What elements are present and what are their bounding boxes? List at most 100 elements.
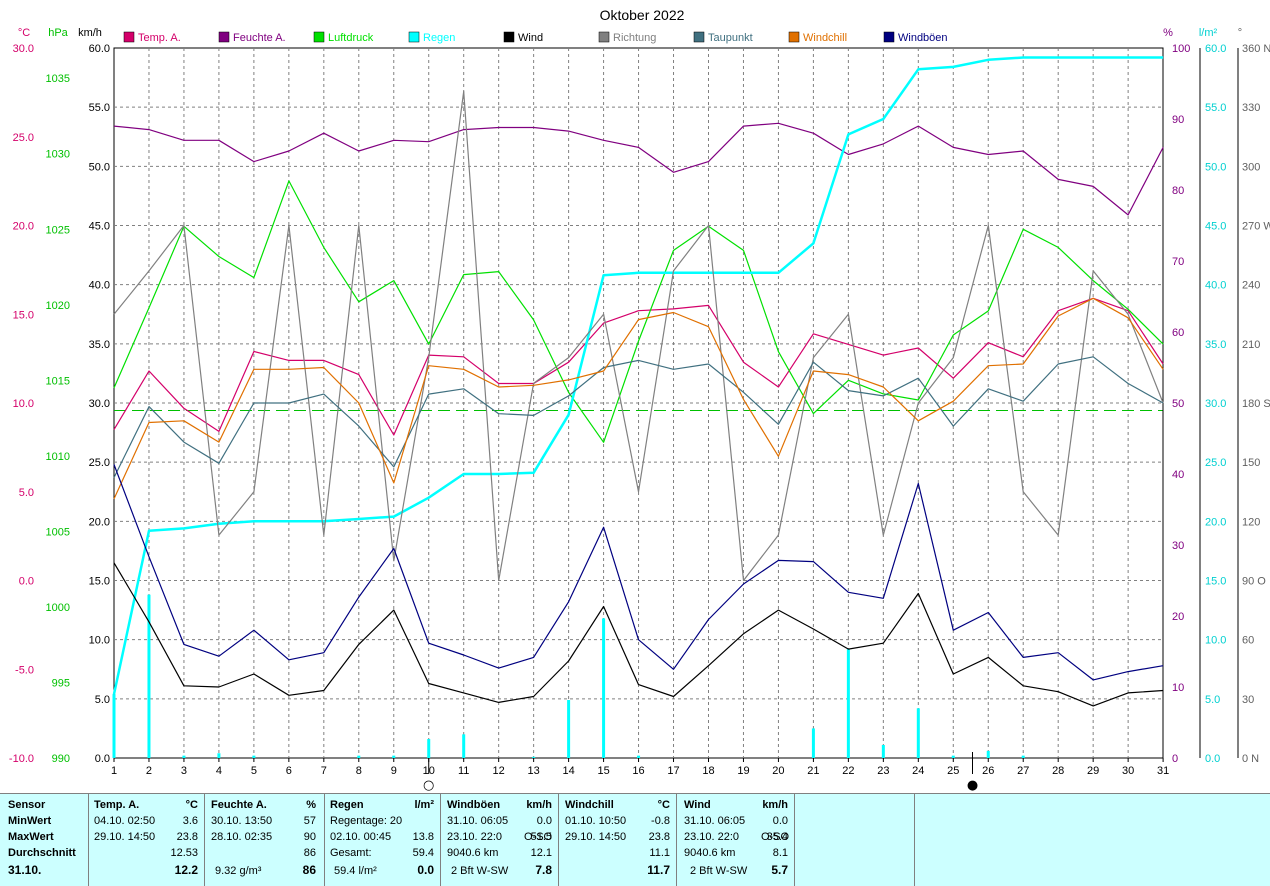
stats-gust-unit: km/h	[526, 799, 552, 811]
stats-panel: Sensor MinWert MaxWert Durchschnitt 31.1…	[0, 793, 1270, 886]
tick-label-rain: 20.0	[1205, 516, 1226, 528]
stats-avg-label: Durchschnitt	[8, 847, 76, 859]
tick-label-pct: 0	[1172, 753, 1178, 765]
stats-temp-unit: °C	[185, 799, 198, 811]
tick-label-hpa: 1015	[46, 375, 70, 387]
stats-sensor-header: Sensor	[8, 799, 46, 811]
stats-temp-today: 12.2	[174, 863, 198, 877]
rain-bar	[392, 755, 396, 758]
stats-wind-bft: 2 Bft W-SW	[690, 865, 748, 877]
legend-label: Richtung	[613, 32, 656, 44]
x-tick-label: 28	[1052, 765, 1064, 777]
stats-hum-avg: 86	[303, 847, 316, 859]
x-tick-label: 8	[356, 765, 362, 777]
chart-legend: Temp. A. Feuchte A. Luftdruck Regen Wind Rich…	[123, 31, 948, 44]
stats-gust-header: Windböen	[447, 799, 501, 811]
stats-chill-max-dt: 29.10. 14:50	[565, 831, 627, 843]
stats-wind-min-dt: 31.10. 06:05	[684, 815, 746, 827]
tick-label-rain: 40.0	[1205, 280, 1226, 292]
tick-label-kmh: 20.0	[89, 516, 110, 528]
stats-empty-col	[794, 794, 915, 886]
stats-gust-max-dt: 23.10. 22:0	[447, 831, 503, 843]
legend-swatch	[408, 31, 420, 43]
axis-unit-rain: l/m²	[1199, 27, 1218, 39]
stats-chill-min-v: -0.8	[651, 815, 670, 827]
x-tick-label: 1	[111, 765, 117, 777]
tick-label-dir: 270 W	[1242, 221, 1270, 233]
rain-bar	[637, 755, 641, 758]
stats-gust-dist: 9040.6 km	[447, 847, 499, 859]
rain-bar	[916, 708, 920, 758]
tick-label-temp: 30.0	[13, 43, 34, 55]
stats-hum-min-v: 57	[303, 815, 316, 827]
x-tick-label: 12	[493, 765, 505, 777]
tick-label-kmh: 15.0	[89, 576, 110, 588]
series-line-windchill	[113, 297, 1164, 500]
stats-hum-max-dt: 28.10. 02:35	[211, 831, 273, 843]
tick-label-temp: 25.0	[13, 132, 34, 144]
tick-label-dir: 60	[1242, 635, 1254, 647]
stats-gust-avg: 12.1	[530, 847, 552, 859]
stats-temp-header: Temp. A.	[94, 799, 140, 811]
rain-bar	[112, 694, 116, 758]
stats-rain-total-label: Gesamt:	[330, 847, 372, 859]
stats-hum-header: Feuchte A.	[211, 799, 267, 811]
tick-label-hpa: 1010	[46, 451, 70, 463]
x-tick-label: 29	[1087, 765, 1099, 777]
legend-item: Windböen	[883, 31, 948, 44]
x-tick-label: 30	[1122, 765, 1134, 777]
stats-hum-min-dt: 30.10. 13:50	[211, 815, 273, 827]
stats-temp-col: Temp. A. °C 04.10. 02:50 3.6 29.10. 14:5…	[88, 794, 205, 886]
tick-label-pct: 100	[1172, 43, 1190, 55]
stats-hum-abs: 9.32 g/m³	[215, 865, 262, 877]
legend-label: Windchill	[803, 32, 847, 44]
tick-label-dir: 120	[1242, 516, 1260, 528]
tick-label-dir: 0 N	[1242, 753, 1259, 765]
legend-swatch	[883, 31, 895, 43]
tick-label-temp: 0.0	[19, 576, 34, 588]
tick-label-kmh: 35.0	[89, 339, 110, 351]
tick-label-kmh: 5.0	[95, 694, 110, 706]
series-line-taupunkt	[113, 356, 1164, 478]
stats-rain-max-v: 13.8	[412, 831, 434, 843]
x-tick-label: 3	[181, 765, 187, 777]
axis-unit-temp: °C	[18, 27, 30, 39]
rain-bar	[567, 700, 571, 758]
stats-rain-month: 59.4 l/m²	[334, 865, 377, 877]
stats-rain-days: Regentage: 20	[330, 815, 403, 827]
tick-label-dir: 210	[1242, 339, 1260, 351]
chart-axes: 30.025.020.015.010.05.00.0-5.0-10.010351…	[9, 27, 1270, 793]
series-line-tempa	[113, 297, 1164, 436]
tick-label-pct: 80	[1172, 185, 1184, 197]
x-tick-label: 19	[737, 765, 749, 777]
tick-label-kmh: 50.0	[89, 161, 110, 173]
rain-bar	[986, 750, 990, 758]
tick-label-pct: 60	[1172, 327, 1184, 339]
axis-unit-pct: %	[1163, 27, 1173, 39]
stats-chill-col: Windchill °C 01.10. 10:50 -0.8 29.10. 14…	[558, 794, 677, 886]
stats-wind-min-v: 0.0	[772, 815, 788, 827]
x-tick-label: 5	[251, 765, 257, 777]
legend-item: Taupunkt	[693, 31, 753, 44]
rain-bar	[1021, 755, 1025, 758]
stats-temp-min-v: 3.6	[182, 815, 198, 827]
rain-bar	[182, 755, 186, 758]
legend-swatch	[598, 31, 610, 43]
x-tick-label: 16	[632, 765, 644, 777]
tick-label-kmh: 25.0	[89, 457, 110, 469]
rain-bar	[252, 755, 256, 758]
x-tick-label: 23	[877, 765, 889, 777]
legend-item: Wind	[503, 31, 543, 44]
tick-label-rain: 45.0	[1205, 221, 1226, 233]
x-tick-label: 22	[842, 765, 854, 777]
stats-temp-max-v: 23.8	[176, 831, 198, 843]
legend-item: Regen	[408, 31, 455, 44]
tick-label-kmh: 30.0	[89, 398, 110, 410]
stats-wind-header: Wind	[684, 799, 711, 811]
rain-bar	[357, 755, 361, 758]
axis-unit-dir: °	[1238, 27, 1242, 39]
legend-swatch	[313, 31, 325, 43]
rain-bar	[532, 756, 536, 758]
legend-label: Feuchte A.	[233, 32, 286, 44]
tick-label-rain: 10.0	[1205, 635, 1226, 647]
